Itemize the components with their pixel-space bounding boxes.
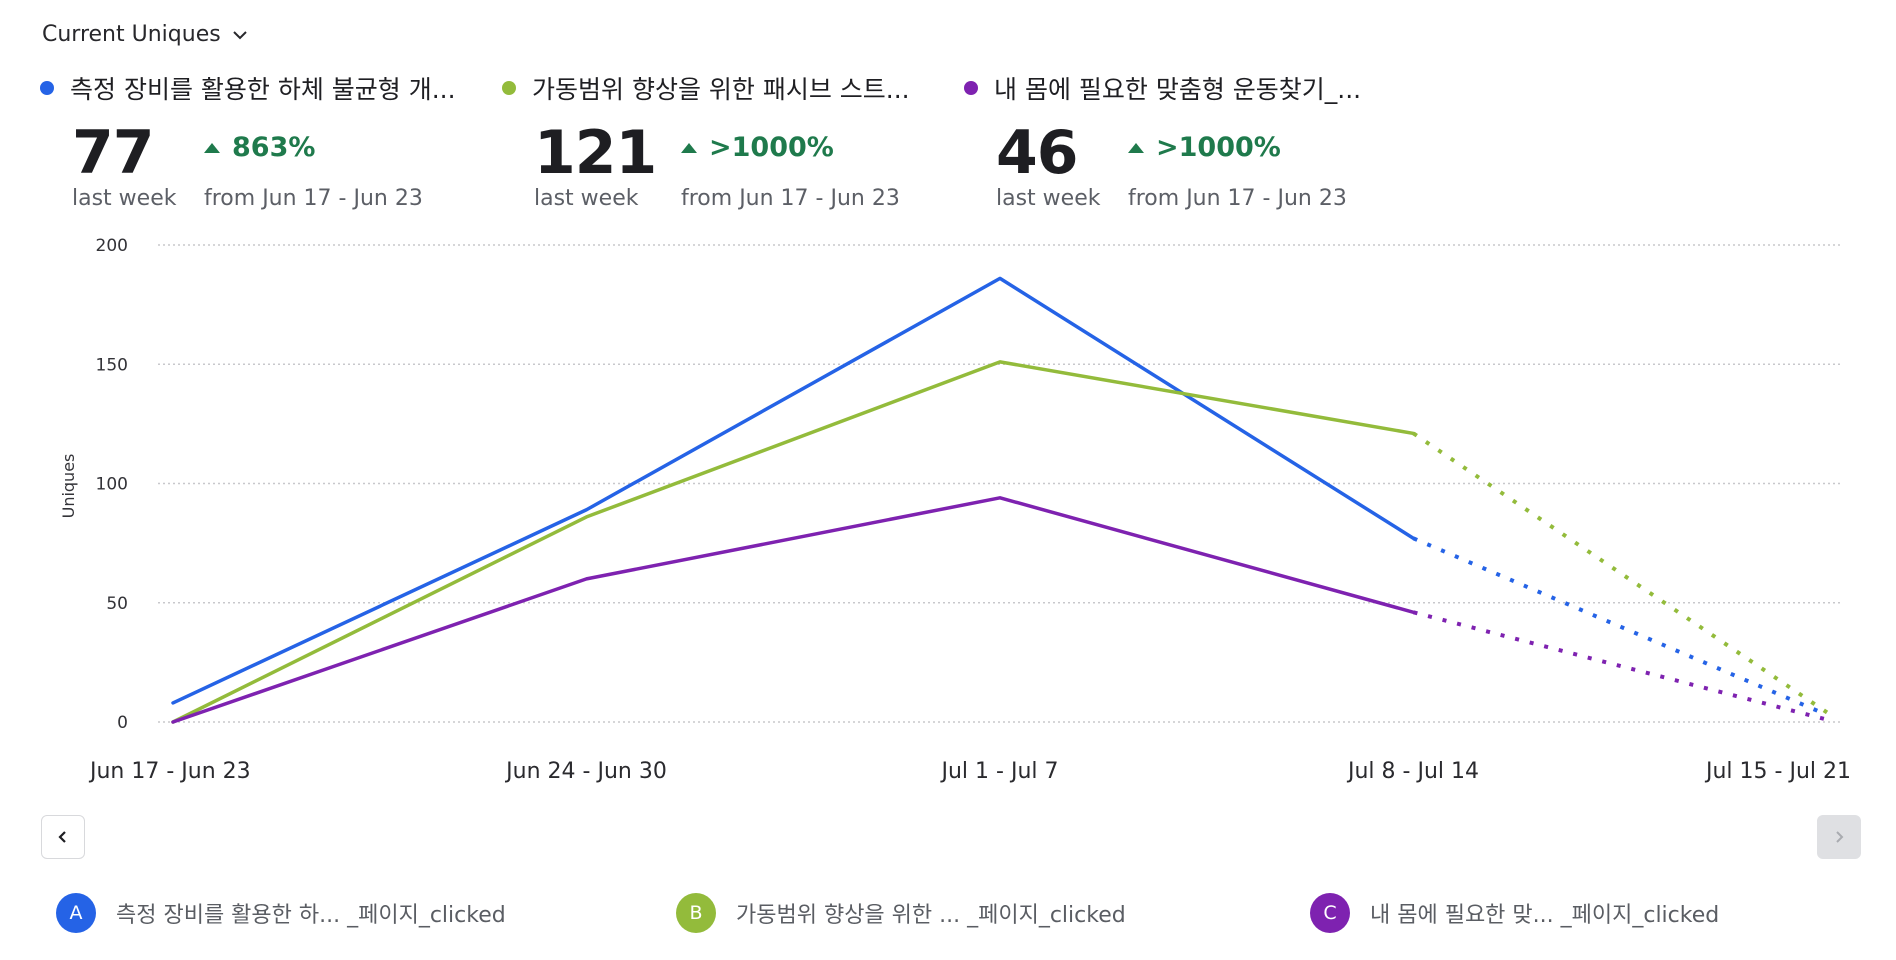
series-badge-c: C	[1310, 893, 1350, 933]
x-tick-label: Jun 17 - Jun 23	[88, 759, 251, 784]
x-tick-label: Jul 1 - Jul 7	[940, 759, 1059, 784]
data-point[interactable]	[994, 356, 1006, 368]
data-point[interactable]	[167, 716, 179, 728]
series-header-b: 가동범위 향상을 위한 패시브 스트...	[502, 70, 910, 106]
kpi-change-caption: from Jun 17 - Jun 23	[1128, 186, 1347, 211]
series-c-dot-icon	[964, 81, 978, 95]
kpi-change-value: >1000%	[1156, 132, 1281, 163]
kpi-change: >1000%	[1128, 132, 1281, 163]
series-a-name: 측정 장비를 활용한 하체 불균형 개...	[70, 75, 456, 104]
x-tick-label: Jun 24 - Jun 30	[504, 759, 667, 784]
y-axis-label: Uniques	[59, 454, 78, 519]
kpi-change: >1000%	[681, 132, 834, 163]
metric-dropdown[interactable]: Current Uniques	[42, 22, 249, 47]
kpi-value: 77	[72, 118, 154, 188]
kpi-change-caption: from Jun 17 - Jun 23	[681, 186, 900, 211]
series-b-name: 가동범위 향상을 위한 패시브 스트...	[532, 75, 910, 104]
kpi-change-value: 863%	[232, 132, 316, 163]
triangle-up-icon	[681, 142, 697, 153]
data-point[interactable]	[167, 697, 179, 709]
data-point[interactable]	[1408, 606, 1420, 618]
x-axis-ticks: Jun 17 - Jun 23 Jun 24 - Jun 30 Jul 1 - Ju…	[88, 759, 1851, 784]
data-point[interactable]	[581, 573, 593, 585]
metric-dropdown-label: Current Uniques	[42, 22, 221, 47]
triangle-up-icon	[204, 142, 220, 153]
series-a-dot-icon	[40, 81, 54, 95]
kpi-value-caption: last week	[534, 186, 639, 211]
series-line-incomplete	[1412, 610, 1828, 722]
legend-label: 내 몸에 필요한 맞... _페이지_clicked	[1370, 903, 1720, 928]
kpi-value-caption: last week	[72, 186, 177, 211]
y-axis-ticks: 0 50 100 150 200	[96, 236, 128, 733]
x-tick-label: Jul 15 - Jul 21	[1704, 759, 1851, 784]
chevron-down-icon	[232, 30, 247, 39]
legend-label: 측정 장비를 활용한 하... _페이지_clicked	[116, 903, 506, 928]
legend-item-c[interactable]: C 내 몸에 필요한 맞... _페이지_clicked	[1310, 893, 1719, 933]
series-header-a: 측정 장비를 활용한 하체 불균형 개...	[40, 70, 456, 106]
chevron-left-icon	[58, 831, 66, 843]
kpi-change: 863%	[204, 132, 315, 163]
y-tick-label: 150	[96, 355, 128, 375]
kpi-value-caption: last week	[996, 186, 1101, 211]
series-a	[167, 272, 1828, 717]
chevron-right-icon	[1836, 831, 1844, 843]
kpi-value: 46	[996, 118, 1078, 188]
series-badge-b: B	[676, 893, 716, 933]
series-line	[171, 360, 1416, 724]
series-line	[171, 496, 1416, 724]
data-point[interactable]	[1408, 427, 1420, 439]
x-tick-label: Jul 8 - Jul 14	[1346, 759, 1479, 784]
series-c	[167, 492, 1833, 728]
data-point[interactable]	[1821, 714, 1833, 726]
series-badge-a: A	[56, 893, 96, 933]
data-point[interactable]	[994, 492, 1006, 504]
data-point[interactable]	[1408, 532, 1420, 544]
series-layer	[167, 272, 1833, 728]
y-tick-label: 200	[96, 236, 128, 256]
series-line-incomplete	[1412, 431, 1829, 715]
triangle-up-icon	[1128, 142, 1144, 153]
data-point[interactable]	[994, 272, 1006, 284]
data-point[interactable]	[581, 511, 593, 523]
series-line	[171, 276, 1416, 705]
kpi-change-caption: from Jun 17 - Jun 23	[204, 186, 423, 211]
series-b	[171, 356, 1829, 724]
next-page-button[interactable]	[1817, 815, 1861, 859]
legend-label: 가동범위 향상을 위한 ... _페이지_clicked	[736, 903, 1126, 928]
kpi-value: 121	[534, 118, 657, 188]
y-tick-label: 100	[96, 475, 128, 495]
series-header-c: 내 몸에 필요한 맞춤형 운동찾기_...	[964, 70, 1361, 106]
series-c-name: 내 몸에 필요한 맞춤형 운동찾기_...	[994, 75, 1362, 104]
legend-item-a[interactable]: A 측정 장비를 활용한 하... _페이지_clicked	[56, 893, 506, 933]
kpi-change-value: >1000%	[709, 132, 834, 163]
y-tick-label: 0	[117, 713, 128, 733]
legend-item-b[interactable]: B 가동범위 향상을 위한 ... _페이지_clicked	[676, 893, 1126, 933]
grid-layer	[158, 244, 1843, 723]
y-tick-label: 50	[106, 594, 128, 614]
series-b-dot-icon	[502, 81, 516, 95]
previous-page-button[interactable]	[41, 815, 85, 859]
